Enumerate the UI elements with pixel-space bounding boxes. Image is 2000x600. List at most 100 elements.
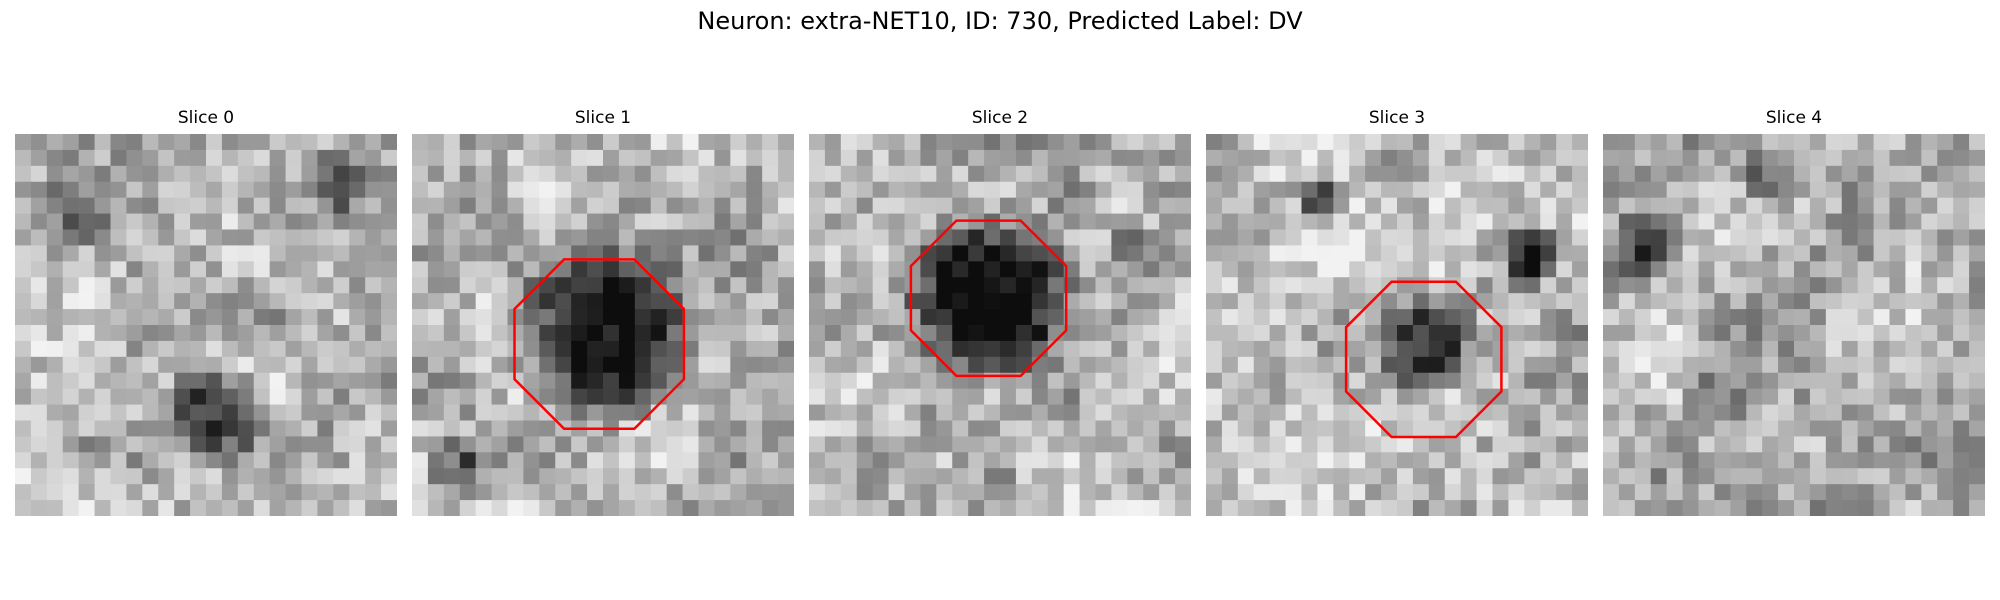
image-pixel <box>618 293 636 310</box>
image-pixel <box>142 261 159 278</box>
image-pixel <box>1365 165 1382 183</box>
image-pixel <box>1206 261 1223 278</box>
image-pixel <box>1031 149 1049 167</box>
image-pixel <box>443 356 461 374</box>
image-pixel <box>427 309 445 326</box>
image-pixel <box>221 197 239 215</box>
image-pixel <box>824 404 842 422</box>
image-pixel <box>762 484 779 501</box>
image-pixel <box>333 165 350 183</box>
image-pixel <box>872 388 890 406</box>
image-pixel <box>666 213 684 231</box>
image-pixel <box>475 500 493 516</box>
image-pixel <box>618 181 636 199</box>
image-pixel <box>1556 245 1573 262</box>
image-pixel <box>1476 468 1494 485</box>
image-pixel <box>158 309 175 326</box>
image-pixel <box>587 356 604 374</box>
image-pixel <box>1730 468 1747 485</box>
image-pixel <box>1000 261 1017 278</box>
image-pixel <box>824 213 842 231</box>
image-pixel <box>1762 468 1779 485</box>
image-pixel <box>126 388 143 406</box>
image-pixel <box>698 484 716 501</box>
image-pixel <box>555 134 572 151</box>
image-pixel <box>984 436 1001 453</box>
image-pixel <box>333 468 350 485</box>
image-pixel <box>365 436 382 453</box>
image-pixel <box>1079 165 1097 183</box>
image-pixel <box>603 213 620 231</box>
image-pixel <box>1015 388 1033 406</box>
image-pixel <box>507 388 525 406</box>
image-pixel <box>285 245 303 262</box>
image-pixel <box>301 181 319 199</box>
image-pixel <box>1937 484 1954 501</box>
image-pixel <box>1159 500 1176 516</box>
image-pixel <box>1269 484 1287 501</box>
image-pixel <box>1237 356 1255 374</box>
image-pixel <box>1953 325 1970 342</box>
image-pixel <box>1857 181 1875 199</box>
image-pixel <box>1397 309 1414 326</box>
image-pixel <box>1666 484 1684 501</box>
image-pixel <box>1937 500 1954 516</box>
image-pixel <box>349 452 366 469</box>
image-pixel <box>1428 340 1446 358</box>
image-pixel <box>1127 165 1144 183</box>
image-pixel <box>1015 245 1033 262</box>
image-pixel <box>365 293 382 310</box>
image-pixel <box>46 436 64 453</box>
image-pixel <box>1143 340 1160 358</box>
image-pixel <box>1047 165 1065 183</box>
image-pixel <box>285 388 303 406</box>
image-pixel <box>381 325 397 342</box>
image-pixel <box>317 149 334 167</box>
image-pixel <box>634 356 652 374</box>
image-pixel <box>1714 149 1731 167</box>
image-pixel <box>1333 309 1350 326</box>
image-pixel <box>1572 229 1588 247</box>
image-pixel <box>301 261 319 278</box>
image-pixel <box>349 213 366 231</box>
image-pixel <box>301 149 319 167</box>
image-pixel <box>1237 149 1255 167</box>
image-pixel <box>1221 293 1239 310</box>
image-pixel <box>650 134 668 151</box>
image-pixel <box>1365 484 1382 501</box>
image-pixel <box>872 213 890 231</box>
image-pixel <box>555 340 572 358</box>
slice-image <box>15 134 397 516</box>
image-pixel <box>1969 372 1985 390</box>
image-pixel <box>1206 372 1223 390</box>
image-pixel <box>1253 356 1271 374</box>
image-pixel <box>507 436 525 453</box>
image-pixel <box>984 245 1001 262</box>
image-pixel <box>603 245 620 262</box>
image-pixel <box>968 420 985 438</box>
image-pixel <box>1063 165 1081 183</box>
image-pixel <box>1476 197 1494 215</box>
image-pixel <box>603 277 620 294</box>
image-pixel <box>1206 468 1223 485</box>
image-pixel <box>904 436 922 453</box>
image-pixel <box>427 261 445 278</box>
image-pixel <box>1556 149 1573 167</box>
image-pixel <box>1650 181 1668 199</box>
image-pixel <box>730 245 747 262</box>
image-pixel <box>412 165 429 183</box>
image-pixel <box>730 436 747 453</box>
image-pixel <box>571 404 588 422</box>
image-pixel <box>809 293 826 310</box>
image-pixel <box>1333 293 1350 310</box>
image-pixel <box>110 500 128 516</box>
image-pixel <box>94 340 112 358</box>
image-pixel <box>126 340 143 358</box>
image-pixel <box>1412 340 1430 358</box>
image-pixel <box>984 181 1001 199</box>
image-pixel <box>507 340 525 358</box>
image-pixel <box>1937 325 1954 342</box>
image-pixel <box>46 293 64 310</box>
image-pixel <box>1730 356 1747 374</box>
image-pixel <box>1540 420 1557 438</box>
